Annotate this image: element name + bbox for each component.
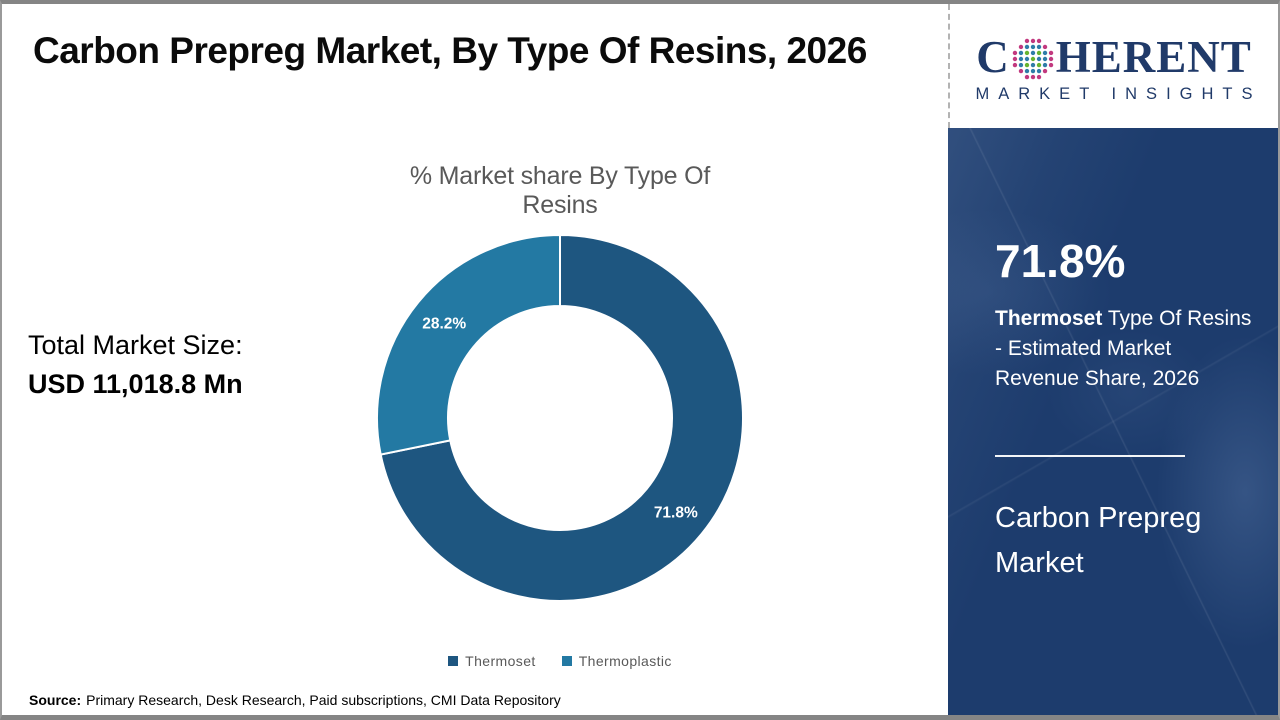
legend-label: Thermoset [465,653,536,669]
page-title: Carbon Prepreg Market, By Type Of Resins… [33,30,867,71]
globe-dot [1024,50,1029,56]
globe-dot [1012,62,1017,68]
globe-dot [1030,38,1035,44]
globe-dot [1018,56,1023,62]
globe-dot [1036,56,1041,62]
globe-dot [1024,44,1029,50]
globe-dot [1030,68,1035,74]
globe-dot [1042,62,1047,68]
globe-dot [1036,74,1041,80]
logo-wordmark: C HERENT [976,31,1252,82]
globe-dot [1018,50,1023,56]
globe-dot [1018,44,1023,50]
sidebar-headline-value: 71.8% [995,235,1126,287]
globe-dot [1024,68,1029,74]
globe-dot [1030,62,1035,68]
globe-dot [1024,38,1029,44]
slice-label-thermoset: 71.8% [654,505,698,522]
globe-dot [1030,50,1035,56]
total-market-size-value: USD 11,018.8 Mn [28,369,243,399]
dotted-globe-icon [1012,38,1053,80]
sidebar-footer-title: Carbon Prepreg Market [995,502,1202,579]
globe-dot [1018,62,1023,68]
coherent-logo: C HERENT MARKET INSIGHTS [950,4,1278,128]
donut-chart: 71.8% 28.2% [376,233,744,602]
globe-dot [1042,50,1047,56]
globe-dot [1048,50,1053,56]
sidebar-description-rest: Type Of Resins - Estimated Market Revenu… [995,307,1252,390]
donut-slice-thermoplastic [376,233,561,456]
dashed-divider [948,4,950,128]
globe-dot [1042,56,1047,62]
chart-title: % Market share By Type Of Resins [409,162,711,219]
total-market-size-label: Total Market Size: [28,330,243,360]
donut-chart-block: % Market share By Type Of Resins 71.8% 28… [370,150,750,695]
chart-legend: Thermoset Thermoplastic [370,653,750,669]
globe-dot [1048,56,1053,62]
source-label: Source: [29,692,82,708]
globe-dot [1024,62,1029,68]
globe-dot [1036,68,1041,74]
globe-dot [1012,50,1017,56]
slice-label-thermoplastic: 28.2% [422,315,466,332]
legend-label: Thermoplastic [578,653,672,669]
globe-dot [1030,74,1035,80]
globe-dot [1030,44,1035,50]
sidebar-description-bold: Thermoset [995,307,1103,330]
globe-dot [1030,56,1035,62]
globe-dot [1024,74,1029,80]
globe-dot [1036,62,1041,68]
globe-dot [1048,62,1053,68]
globe-dot [1012,56,1017,62]
globe-dot [1024,56,1029,62]
globe-dot [1018,68,1023,74]
logo-subtitle: MARKET INSIGHTS [975,84,1262,103]
right-sidebar: 71.8% Thermoset Type Of Resins - Estimat… [948,128,1278,715]
total-market-size: Total Market Size: USD 11,018.8 Mn [28,326,243,404]
globe-dot [1042,68,1047,74]
sidebar-description: Thermoset Type Of Resins - Estimated Mar… [995,304,1253,394]
legend-item-thermoset: Thermoset [448,653,536,669]
source-line: Source: Primary Research, Desk Research, … [29,692,561,708]
legend-item-thermoplastic: Thermoplastic [561,653,672,669]
globe-dot [1036,44,1041,50]
globe-dot [1042,44,1047,50]
globe-dot [1036,50,1041,56]
globe-dot [1036,38,1041,44]
logo-letters-rest: HERENT [1055,31,1252,82]
donut-slice-thermoset [379,233,744,602]
logo-letter-c: C [976,31,1010,82]
legend-swatch-icon [561,656,572,666]
legend-swatch-icon [448,656,459,666]
sidebar-divider-line [995,455,1185,457]
source-text: Primary Research, Desk Research, Paid su… [86,692,561,708]
